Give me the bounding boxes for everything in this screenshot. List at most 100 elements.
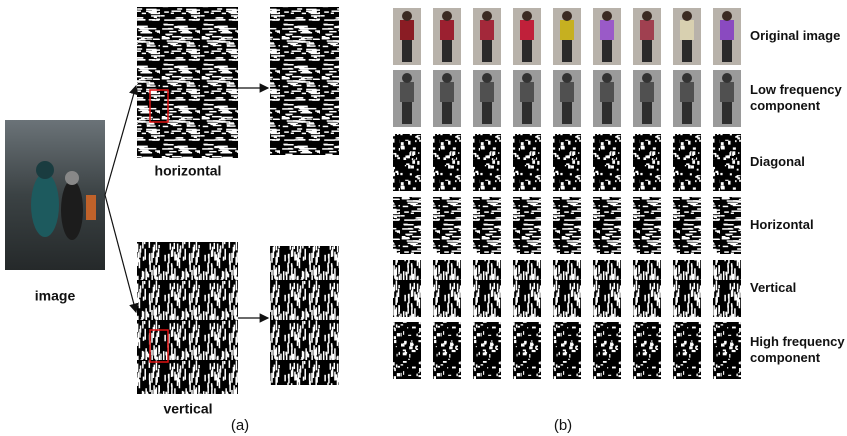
person-shirt — [600, 82, 614, 102]
row-label: Diagonal — [750, 154, 805, 169]
person-legs — [642, 40, 652, 62]
person-head — [522, 73, 532, 83]
person-legs — [682, 40, 692, 62]
person-shirt — [560, 82, 574, 102]
person-head — [602, 73, 612, 83]
frequency-map — [673, 260, 701, 317]
row-label: Original image — [750, 28, 840, 43]
person-legs — [722, 102, 732, 124]
person-shirt — [640, 20, 654, 40]
frequency-map — [553, 134, 581, 191]
vertical-map — [137, 242, 238, 394]
frequency-map — [553, 322, 581, 379]
person-head — [682, 11, 692, 21]
image-label: image — [35, 288, 76, 304]
frequency-map — [593, 197, 621, 254]
frequency-map — [473, 322, 501, 379]
person-legs — [642, 102, 652, 124]
frequency-map — [433, 260, 461, 317]
frequency-map — [673, 197, 701, 254]
person-head — [402, 73, 412, 83]
person-head — [402, 11, 412, 21]
person-legs — [562, 40, 572, 62]
person-shirt — [560, 20, 574, 40]
person-shirt — [400, 82, 414, 102]
person-shirt — [680, 20, 694, 40]
frequency-map — [713, 322, 741, 379]
frequency-map — [473, 197, 501, 254]
figure: image horizontal vertical (a) Original i… — [0, 0, 847, 436]
person-shirt — [400, 20, 414, 40]
row-label: High frequency — [750, 334, 845, 349]
person-legs — [602, 102, 612, 124]
frequency-map — [673, 134, 701, 191]
person-head — [722, 11, 732, 21]
horizontal-map — [137, 7, 238, 158]
person-legs — [522, 40, 532, 62]
person-shirt — [680, 82, 694, 102]
frequency-map — [393, 322, 421, 379]
frequency-map — [433, 134, 461, 191]
frequency-map — [553, 260, 581, 317]
frequency-map — [553, 197, 581, 254]
frequency-map — [633, 322, 661, 379]
horizontal-zoom — [270, 7, 339, 155]
person-shirt — [480, 82, 494, 102]
frequency-map — [633, 197, 661, 254]
row-label: component — [750, 350, 821, 365]
person-legs — [442, 40, 452, 62]
person-shirt — [520, 20, 534, 40]
person-legs — [722, 40, 732, 62]
person-shirt — [720, 82, 734, 102]
frequency-map — [593, 322, 621, 379]
frequency-map — [473, 134, 501, 191]
image-grid — [393, 8, 741, 379]
horizontal-label: horizontal — [155, 163, 222, 179]
caption: (a) — [231, 417, 249, 434]
person-legs — [482, 40, 492, 62]
person-legs — [562, 102, 572, 124]
person-shirt — [440, 20, 454, 40]
frequency-map — [433, 322, 461, 379]
person-head — [442, 11, 452, 21]
person-legs — [402, 102, 412, 124]
person-shirt — [640, 82, 654, 102]
person-head — [562, 73, 572, 83]
caption: (b) — [554, 417, 572, 434]
person-head — [642, 11, 652, 21]
frequency-map — [393, 197, 421, 254]
person-legs — [482, 102, 492, 124]
person-head — [682, 73, 692, 83]
person-shirt — [600, 20, 614, 40]
person-legs — [442, 102, 452, 124]
frequency-map — [433, 197, 461, 254]
frequency-map — [713, 260, 741, 317]
person-head — [522, 11, 532, 21]
person-legs — [522, 102, 532, 124]
vertical-label: vertical — [163, 401, 212, 417]
frequency-map — [393, 260, 421, 317]
row-label: Low frequency — [750, 82, 843, 97]
photo — [5, 120, 105, 270]
person-shirt — [520, 82, 534, 102]
person-head — [482, 11, 492, 21]
frequency-map — [713, 134, 741, 191]
person-head — [482, 73, 492, 83]
frequency-map — [393, 134, 421, 191]
person-shirt — [440, 82, 454, 102]
frequency-map — [513, 322, 541, 379]
frequency-map — [513, 260, 541, 317]
frequency-map — [473, 260, 501, 317]
frequency-map — [713, 197, 741, 254]
frequency-map — [673, 322, 701, 379]
frequency-map — [633, 260, 661, 317]
row-label: Vertical — [750, 280, 796, 295]
row-label: Horizontal — [750, 217, 814, 232]
frequency-map — [633, 134, 661, 191]
frequency-map — [513, 134, 541, 191]
person-legs — [602, 40, 612, 62]
row-label: component — [750, 98, 821, 113]
person-head — [442, 73, 452, 83]
person-legs — [682, 102, 692, 124]
